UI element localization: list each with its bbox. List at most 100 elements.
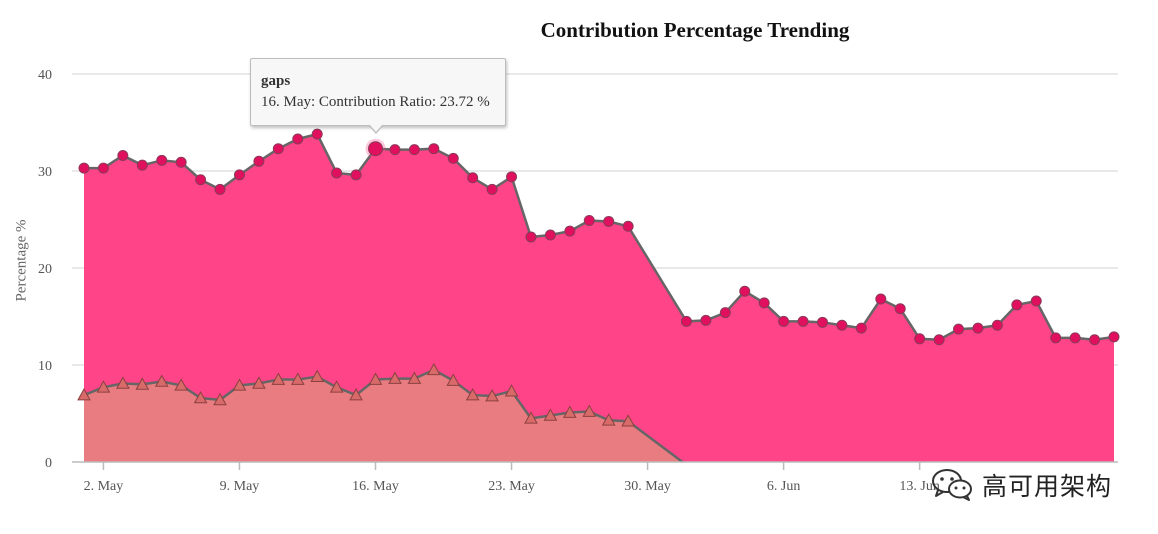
- point-0-10: [272, 143, 284, 155]
- point-0-7: [214, 183, 226, 195]
- point-0-4: [156, 154, 168, 166]
- point-1-28: [621, 414, 636, 427]
- point-1-20: [465, 388, 480, 401]
- point-0-2: [117, 149, 129, 161]
- point-1-25: [562, 405, 577, 418]
- point-0-28: [622, 220, 634, 232]
- point-1-17: [407, 371, 422, 384]
- area-fill-series-1: [84, 369, 683, 462]
- y-tick-label-40: 40: [38, 68, 52, 83]
- watermark-text: 高可用架构: [982, 472, 1113, 501]
- point-0-3: [136, 159, 148, 171]
- point-0-37: [797, 315, 809, 327]
- point-0-38: [816, 316, 828, 328]
- point-0-8: [233, 169, 245, 181]
- point-0-6: [195, 174, 207, 186]
- point-0-41: [875, 293, 887, 305]
- point-0-26: [583, 214, 595, 226]
- watermark: 高可用架构: [930, 463, 1112, 507]
- area-fill-series-0: [84, 134, 1114, 462]
- point-0-34: [739, 285, 751, 297]
- point-0-32: [700, 314, 712, 326]
- point-1-18: [426, 362, 441, 376]
- x-tick-label-36: 6. Jun: [767, 479, 800, 494]
- y-tick-label-30: 30: [38, 165, 52, 180]
- point-0-52: [1089, 334, 1101, 346]
- point-0-45: [953, 323, 965, 335]
- series-markers: [77, 128, 1120, 427]
- point-0-20: [467, 172, 479, 184]
- point-1-10: [271, 372, 286, 385]
- point-1-1: [96, 380, 111, 393]
- point-1-6: [193, 390, 208, 404]
- point-0-27: [603, 215, 615, 227]
- point-0-23: [525, 231, 537, 243]
- point-0-21: [486, 183, 498, 195]
- point-0-0: [78, 162, 90, 174]
- point-1-3: [135, 377, 150, 390]
- point-0-33: [719, 307, 731, 319]
- tooltip-pointer-inner: [369, 124, 383, 132]
- axes: 0 10 20 30 40 2. May 9. May 16. May 23. May 30. M…: [38, 68, 1118, 494]
- point-0-46: [972, 322, 984, 334]
- point-1-11: [290, 372, 305, 385]
- point-1-12: [310, 369, 325, 382]
- y-tick-label-0: 0: [45, 456, 52, 471]
- point-1-0: [77, 388, 91, 401]
- y-tick-label-20: 20: [38, 262, 52, 277]
- point-0-9: [253, 155, 265, 167]
- point-0-14: [350, 169, 362, 181]
- point-0-17: [408, 144, 420, 156]
- point-0-44: [933, 334, 945, 346]
- point-1-5: [174, 378, 189, 391]
- point-0-36: [778, 315, 790, 327]
- point-0-40: [855, 322, 867, 334]
- tooltip: gaps 16. May: Contribution Ratio: 23.72 …: [250, 58, 506, 126]
- point-0-24: [544, 229, 556, 241]
- point-0-51: [1069, 332, 1081, 344]
- point-0-15: [368, 141, 384, 157]
- point-1-26: [582, 404, 597, 417]
- point-1-16: [388, 371, 402, 384]
- x-tick-label-43: 13. Jun: [899, 479, 939, 494]
- point-0-35: [758, 297, 770, 309]
- point-1-15: [368, 372, 383, 385]
- point-1-2: [116, 376, 130, 389]
- point-0-25: [564, 225, 576, 237]
- point-1-27: [601, 413, 616, 426]
- point-0-43: [914, 333, 926, 345]
- point-0-49: [1030, 295, 1042, 307]
- point-1-24: [543, 408, 558, 421]
- point-0-13: [331, 167, 343, 179]
- wechat-icon: [932, 469, 972, 501]
- point-0-18: [428, 143, 440, 155]
- point-1-19: [446, 373, 461, 386]
- point-0-1: [97, 162, 109, 174]
- x-tick-label-8: 9. May: [220, 479, 260, 494]
- y-tick-label-10: 10: [38, 359, 52, 374]
- point-0-11: [292, 133, 304, 145]
- point-0-50: [1050, 332, 1062, 344]
- point-1-21: [485, 389, 499, 402]
- point-1-22: [504, 384, 519, 397]
- point-0-47: [991, 319, 1003, 331]
- point-0-22: [506, 171, 518, 183]
- x-tick-label-1: 2. May: [84, 479, 124, 494]
- point-1-13: [329, 380, 344, 393]
- x-tick-label-15: 16. May: [352, 479, 399, 494]
- x-tick-label-22: 23. May: [488, 479, 535, 494]
- tooltip-text: 16. May: Contribution Ratio: 23.72 %: [261, 94, 490, 110]
- point-0-48: [1011, 299, 1023, 311]
- point-0-31: [680, 315, 692, 327]
- point-0-53: [1108, 331, 1120, 343]
- point-1-8: [232, 378, 247, 391]
- point-1-7: [213, 392, 227, 406]
- line-series-0: [84, 132, 1115, 342]
- x-tick-label-29: 30. May: [624, 479, 671, 494]
- point-0-42: [894, 303, 906, 315]
- point-0-5: [175, 156, 187, 168]
- point-0-12: [311, 128, 323, 140]
- point-1-9: [252, 376, 266, 389]
- area-series: [83, 132, 1115, 464]
